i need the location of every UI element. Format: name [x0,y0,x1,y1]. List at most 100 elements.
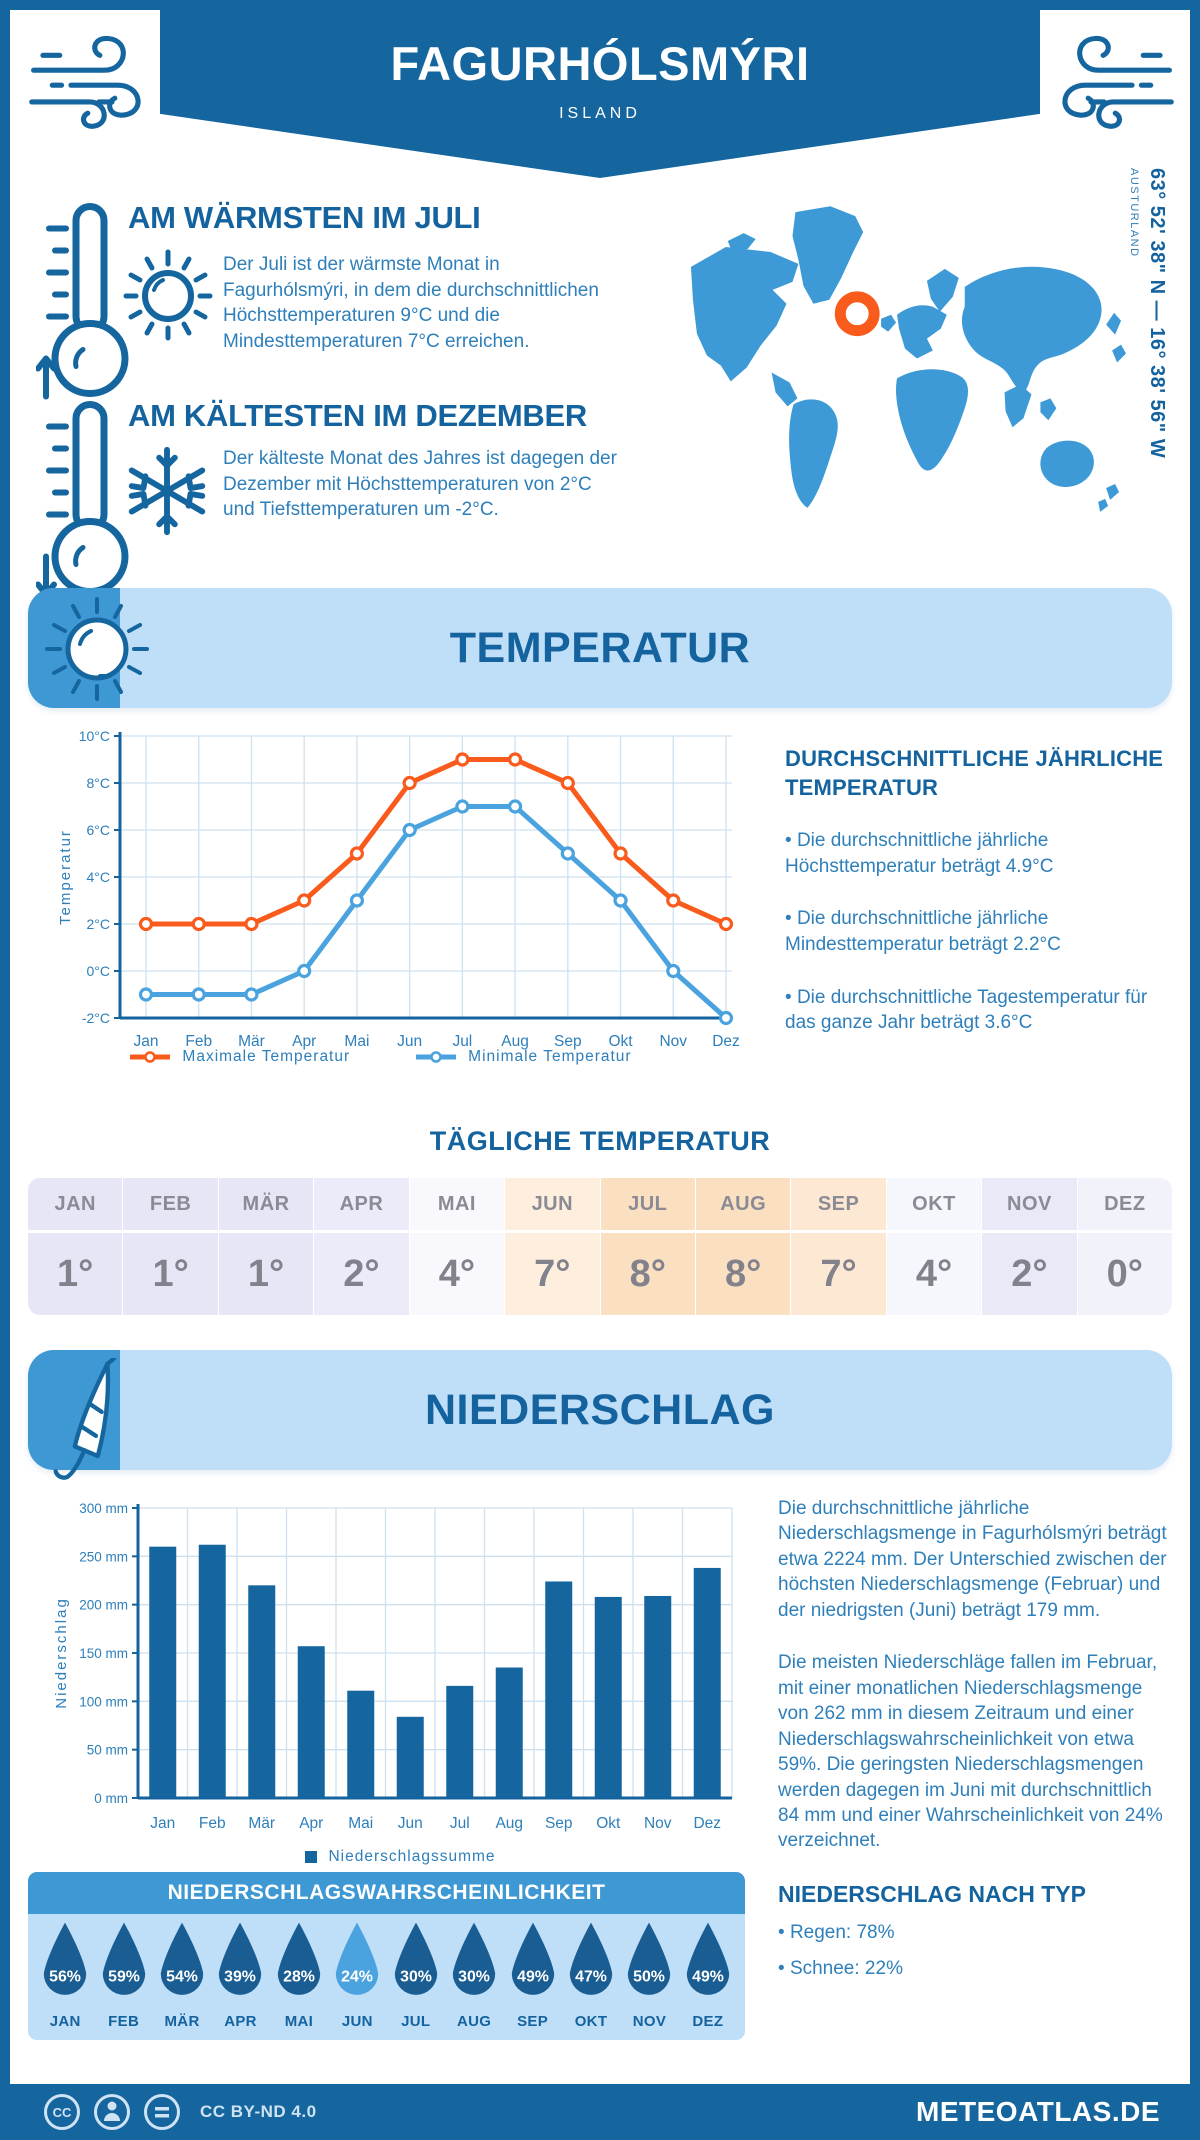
probability-cell-JUL: 30% JUL [387,1920,445,2040]
svg-text:30%: 30% [400,1968,432,1985]
temperature-section-banner: TEMPERATUR [28,588,1172,708]
annual-bullet: Die durchschnittliche Tagestemperatur fü… [785,985,1173,1036]
probability-cell-AUG: 30% AUG [445,1920,503,2040]
probability-month: JUL [401,2013,431,2030]
svg-text:Okt: Okt [596,1815,621,1832]
probability-cell-OKT: 47% OKT [562,1920,620,2040]
daily-temp-value: 1° [247,1253,285,1295]
umbrella-icon [53,1358,117,1480]
daily-temp-month: MÄR [218,1178,314,1233]
svg-text:Mai: Mai [348,1815,373,1832]
svg-text:50%: 50% [634,1968,666,1985]
svg-text:Sep: Sep [554,1033,582,1050]
bar-Apr [297,1646,325,1798]
probability-month: JAN [49,2013,81,2030]
bar-Sep [545,1581,573,1798]
droplet-icon: 24% [336,1922,379,1995]
daily-temp-month: AUG [695,1178,791,1233]
svg-text:Jan: Jan [134,1033,159,1050]
svg-text:8°C: 8°C [87,775,111,791]
daily-temp-column-JAN: JAN 1° [28,1178,124,1315]
svg-text:Mär: Mär [248,1815,275,1832]
svg-text:30%: 30% [458,1968,490,1985]
daily-temp-value: 4° [915,1253,953,1295]
bar-Feb [198,1544,226,1798]
bar-Jan [149,1546,177,1798]
probability-month: AUG [457,2013,492,2030]
svg-text:49%: 49% [517,1968,549,1985]
daily-temp-column-AUG: AUG 8° [695,1178,792,1315]
svg-text:Niederschlag: Niederschlag [53,1597,70,1709]
svg-text:50 mm: 50 mm [87,1743,128,1758]
bar-Dez [693,1567,721,1798]
svg-text:Mär: Mär [238,1033,265,1050]
daily-temp-month: SEP [791,1178,886,1233]
svg-text:0°C: 0°C [87,963,111,979]
probability-cell-JUN: 24% JUN [328,1920,386,2040]
daily-temperature-heading: TÄGLICHE TEMPERATUR [429,1126,771,1156]
legend-precip-label: Niederschlagssumme [328,1848,496,1865]
daily-temp-column-JUL: JUL 8° [600,1178,696,1315]
precipitation-section-title: NIEDERSCHLAG [424,1386,776,1434]
footer-bar: CC CC BY-ND 4.0 METEOATLAS.DE [0,2084,1200,2140]
svg-text:10°C: 10°C [79,728,110,744]
svg-text:-2°C: -2°C [82,1010,110,1026]
annual-bullet: Die durchschnittliche jährliche Mindestt… [785,906,1173,957]
daily-temperature-table: JAN 1° FEB 1° MÄR 1° APR 2° MAI 4° JUN 7° JUL 8° AUG 8°… [28,1178,1172,1315]
legend-min-label: Minimale Temperatur [468,1048,632,1065]
svg-text:Dez: Dez [693,1815,721,1832]
page-subtitle: ISLAND [559,105,641,122]
coordinates-block: AUSTURLAND 63° 52' 38" N — 16° 38' 56" W [1128,168,1168,538]
svg-text:49%: 49% [692,1968,724,1985]
bar-Jun [396,1716,424,1798]
daily-temp-value: 7° [534,1253,571,1295]
bar-Okt [594,1596,622,1798]
temperature-chart-legend: Maximale Temperatur Minimale Temperatur [80,1048,680,1066]
cold-title: AM KÄLTESTEN IM DEZEMBER [128,398,587,433]
probability-cell-MAI: 28% MAI [270,1920,328,2040]
legend-precip-swatch-icon [305,1851,318,1863]
daily-temp-column-DEZ: DEZ 0° [1077,1178,1172,1315]
precipitation-paragraph: Die meisten Niederschläge fallen im Febr… [778,1652,1163,1852]
svg-text:150 mm: 150 mm [79,1646,128,1661]
thermometer-warm-icon [36,203,129,400]
bar-Aug [495,1667,523,1798]
frame-border-left [0,0,10,2140]
snowflake-icon [128,446,206,536]
daily-temp-month: APR [314,1178,409,1233]
bar-Jul [446,1685,474,1798]
daily-temp-value: 8° [724,1253,762,1295]
daily-temp-month: OKT [886,1178,982,1233]
svg-text:24%: 24% [341,1968,373,1985]
annual-temperature-heading: DURCHSCHNITTLICHE JÄHRLICHE TEMPERATUR [785,746,1164,800]
temperature-section-title: TEMPERATUR [449,624,751,672]
svg-text:Nov: Nov [644,1815,672,1832]
daily-temp-month: JAN [28,1178,123,1233]
svg-text:Aug: Aug [501,1033,529,1050]
legend-item-min: Minimale Temperatur [414,1048,631,1066]
cc-attribution-icon [94,2094,130,2130]
daily-temp-month: JUL [600,1178,695,1233]
cold-text: Der kälteste Monat des Jahres ist dagege… [223,448,617,521]
svg-text:Feb: Feb [199,1815,226,1832]
probability-month: MAI [284,2013,314,2030]
svg-text:Aug: Aug [495,1815,523,1832]
site-label: METEOATLAS.DE [916,2096,1160,2127]
legend-max-label: Maximale Temperatur [182,1048,351,1065]
probability-month: APR [224,2013,257,2030]
annual-temperature-bullets: Die durchschnittliche jährliche Höchstte… [785,828,1173,1036]
bar-Mai [347,1690,375,1798]
droplet-icon: 59% [102,1922,145,1995]
svg-text:0 mm: 0 mm [94,1791,128,1806]
legend-max-marker-icon [130,1051,171,1063]
cc-icon: CC [44,2094,80,2130]
svg-text:Jan: Jan [150,1815,175,1832]
svg-text:Jun: Jun [398,1815,423,1832]
svg-text:Feb: Feb [185,1033,212,1050]
warm-title: AM WÄRMSTEN IM JULI [128,200,481,235]
precipitation-chart-legend: Niederschlagssumme [90,1848,710,1866]
svg-text:Dez: Dez [712,1033,740,1050]
droplet-icon: 47% [569,1922,613,1995]
svg-text:28%: 28% [283,1968,315,1985]
droplet-icon: 30% [394,1922,437,1995]
